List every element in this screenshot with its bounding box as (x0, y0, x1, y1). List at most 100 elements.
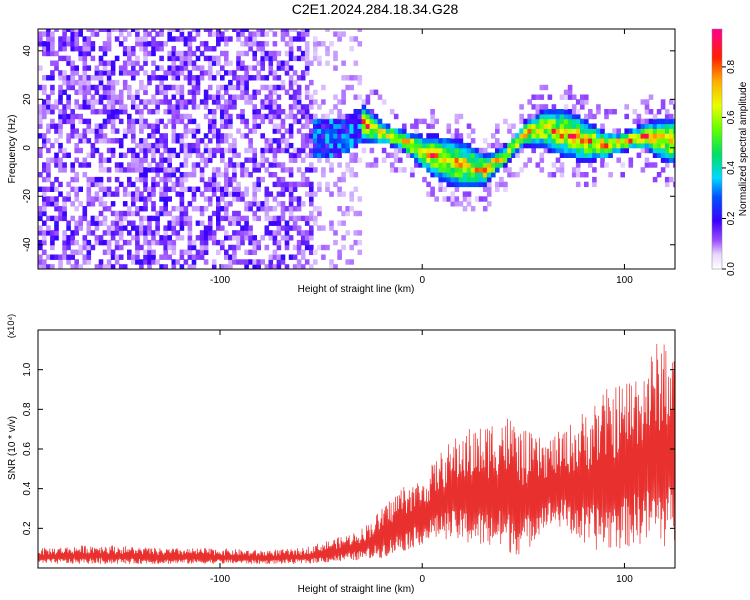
heatmap-cell-1752 (288, 113, 294, 120)
heatmap-cell-1149 (199, 152, 205, 158)
heatmap-cell-1207 (207, 55, 213, 62)
snr-y-tick-label-4: 1.0 (22, 362, 33, 376)
heatmap-cell-623 (127, 50, 132, 57)
heatmap-cell-2640 (567, 147, 573, 154)
heatmap-cell-702 (139, 147, 144, 154)
heatmap-cell-2582 (547, 133, 553, 139)
heatmap-cell-1577 (264, 196, 270, 202)
heatmap-cell-2320 (446, 172, 452, 178)
heatmap-cell-2631 (563, 128, 569, 134)
heatmap-cell-1394 (236, 181, 241, 188)
heatmap-cell-526 (110, 29, 116, 32)
heatmap-cell-1800 (296, 196, 302, 202)
heatmap-cell-793 (151, 157, 156, 163)
heatmap-cell-521 (110, 84, 116, 91)
heatmap-cell-2646 (567, 118, 573, 125)
heatmap-cell-1710 (284, 244, 290, 251)
heatmap-cell-1771 (292, 215, 298, 222)
heatmap-cell-2898 (668, 99, 674, 105)
heatmap-cell-1758 (288, 75, 294, 81)
heatmap-cell-977 (175, 109, 181, 115)
heatmap-cell-1520 (252, 36, 257, 42)
heatmap-cell-921 (167, 65, 172, 71)
heatmap-cell-827 (155, 118, 160, 125)
heatmap-cell-1125 (195, 104, 201, 110)
heatmap-cell-395 (94, 147, 100, 154)
heatmap-cell-535 (114, 210, 120, 217)
heatmap-cell-1285 (220, 113, 225, 120)
heatmap-cell-1934 (317, 157, 322, 163)
heatmap-cell-2777 (620, 162, 625, 168)
heatmap-cell-1459 (244, 79, 249, 86)
heatmap-cell-1794 (296, 239, 302, 246)
heatmap-cell-1380 (232, 75, 237, 81)
heatmap-cell-2736 (596, 133, 601, 139)
heatmap-cell-2025 (337, 147, 342, 154)
heatmap-cell-255 (74, 191, 79, 197)
heatmap-cell-2871 (660, 104, 666, 110)
heatmap-cell-647 (131, 99, 136, 105)
heatmap-cell-2283 (430, 109, 435, 115)
heatmap-cell-1007 (179, 142, 185, 149)
heatmap-cell-2514 (519, 113, 524, 120)
heatmap-cell-472 (106, 230, 112, 236)
heatmap-cell-2892 (668, 138, 674, 144)
heatmap-cell-2068 (345, 128, 350, 134)
heatmap-cell-883 (163, 172, 168, 178)
heatmap-cell-2733 (596, 147, 601, 154)
heatmap-cell-2844 (652, 142, 658, 149)
heatmap-cell-1306 (224, 181, 229, 188)
heatmap-cell-111 (54, 235, 59, 241)
heatmap-cell-1235 (211, 55, 217, 62)
heatmap-cell-1482 (248, 94, 253, 100)
heatmap-cell-1224 (211, 147, 217, 154)
heatmap-cell-1880 (309, 235, 314, 241)
heatmap-cell-1660 (276, 225, 282, 231)
heatmap-cell-2532 (531, 147, 536, 154)
heatmap-cell-432 (98, 79, 104, 86)
heatmap-cell-1687 (280, 210, 286, 217)
heatmap-cell-1080 (187, 41, 193, 47)
heatmap-cell-2510 (519, 138, 524, 144)
heatmap-cell-2196 (393, 167, 399, 173)
heatmap-cell-1524 (256, 244, 261, 251)
heatmap-cell-644 (131, 123, 136, 129)
heatmap-cell-880 (163, 186, 168, 192)
heatmap-cell-420 (98, 167, 104, 173)
heatmap-cell-2423 (478, 172, 484, 178)
heatmap-cell-207 (66, 99, 71, 105)
heatmap-cell-285 (78, 147, 83, 154)
heatmap-cell-1127 (195, 84, 201, 91)
heatmap-cell-583 (122, 191, 128, 197)
heatmap-cell-2389 (466, 181, 472, 188)
heatmap-cell-2241 (414, 118, 419, 125)
heatmap-cell-2478 (503, 181, 508, 188)
heatmap-cell-2801 (636, 152, 642, 158)
heatmap-cell-1740 (288, 196, 294, 202)
heatmap-cell-126 (54, 123, 59, 129)
heatmap-cell-1840 (300, 55, 306, 62)
heatmap-cell-1514 (252, 89, 257, 95)
heatmap-cell-613 (127, 128, 132, 134)
heatmap-cell-163 (62, 249, 67, 255)
heatmap-cell-125 (54, 128, 59, 134)
heatmap-cell-1774 (292, 186, 298, 192)
heatmap-cell-2702 (584, 133, 589, 139)
heatmap-cell-902 (167, 235, 172, 241)
heatmap-cell-2607 (555, 128, 561, 134)
heatmap-cell-2190 (389, 152, 395, 158)
heatmap-cell-699 (139, 167, 144, 173)
heatmap-cell-2676 (575, 128, 581, 134)
heatmap-cell-1177 (203, 89, 209, 95)
heatmap-cell-0 (38, 264, 43, 269)
heatmap-cell-548 (114, 55, 120, 62)
heatmap-cell-1509 (252, 118, 257, 125)
heatmap-cell-335 (86, 230, 92, 236)
heatmap-cell-1685 (280, 225, 286, 231)
heatmap-cell-2386 (466, 201, 472, 207)
heatmap-cell-2750 (604, 152, 609, 158)
heatmap-cell-1381 (232, 70, 237, 76)
heatmap-cell-1602 (268, 206, 274, 212)
heatmap-cell-198 (66, 196, 71, 202)
